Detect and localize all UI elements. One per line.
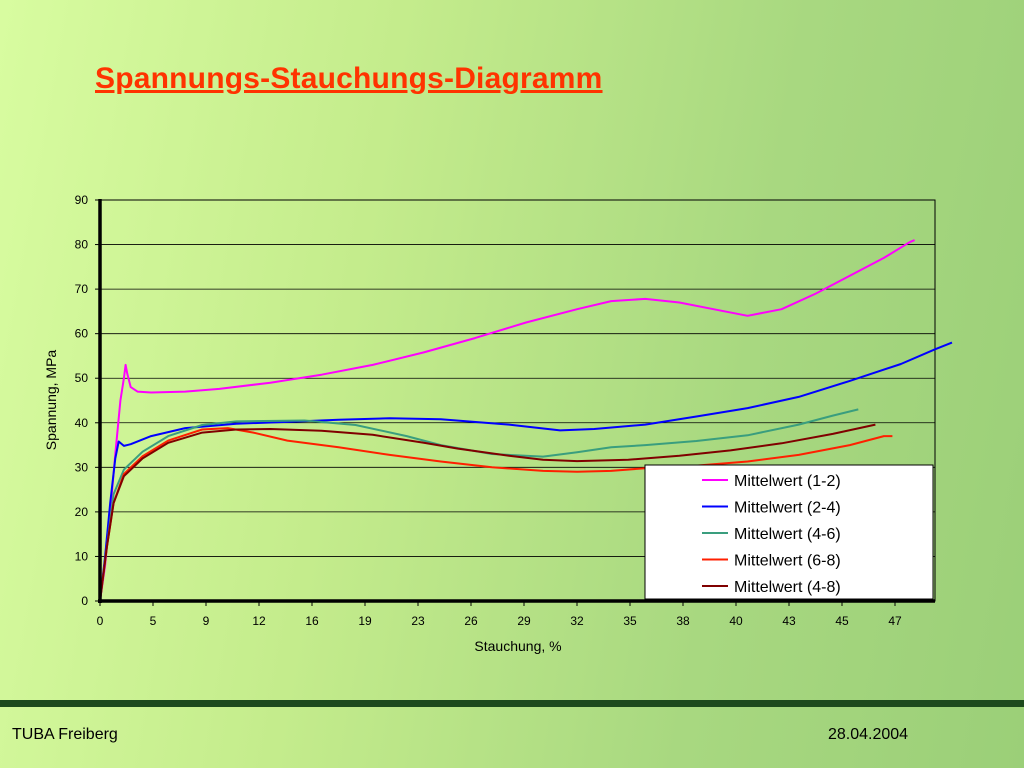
y-tick-labels: 0 10 20 30 40 50 60 70 80 90	[75, 193, 89, 608]
legend-entry: Mittelwert (4-8)	[734, 579, 841, 596]
footer-date: 28.04.2004	[828, 726, 909, 743]
x-tick-label: 47	[888, 614, 902, 628]
y-axis-label: Spannung, MPa	[43, 350, 59, 451]
series-line	[99, 239, 915, 602]
y-tick-label: 90	[75, 193, 89, 207]
legend-entry: Mittelwert (1-2)	[734, 473, 841, 490]
series-line	[99, 427, 893, 602]
x-tick-labels: 0 5 9 12 16 19 23 26 29 32 35 38 40 43 45 47	[97, 614, 902, 628]
x-tick-label: 9	[203, 614, 210, 628]
legend-entry: Mittelwert (4-6)	[734, 526, 841, 543]
x-tick-label: 26	[464, 614, 478, 628]
x-tick-label: 23	[411, 614, 425, 628]
x-tick-label: 19	[358, 614, 372, 628]
slide-title: Spannungs-Stauchungs-Diagramm	[95, 62, 603, 95]
x-tick-label: 32	[570, 614, 584, 628]
stress-strain-chart: 0 10 20 30 40 50 60 70 80 90 0 5 9 12 16 19 23 26 29 32 35 3…	[43, 193, 953, 654]
series-line	[99, 408, 859, 602]
x-tick-label: 40	[729, 614, 743, 628]
x-tick-label: 16	[305, 614, 319, 628]
y-tick-label: 70	[75, 282, 89, 296]
y-tick-label: 10	[75, 549, 89, 563]
legend-entry: Mittelwert (6-8)	[734, 553, 841, 570]
y-tick-label: 60	[75, 327, 89, 341]
legend-box	[644, 464, 934, 600]
series-line	[99, 341, 953, 602]
x-axis-label: Stauchung, %	[474, 638, 561, 654]
footer-divider	[0, 700, 1024, 707]
x-tick-label: 45	[835, 614, 849, 628]
footer-organization: TUBA Freiberg	[12, 726, 118, 743]
x-tick-label: 12	[252, 614, 266, 628]
y-tick-label: 20	[75, 505, 89, 519]
series-layer	[99, 239, 953, 602]
x-tick-label: 35	[623, 614, 637, 628]
series-line	[99, 423, 876, 602]
y-tick-label: 80	[75, 238, 89, 252]
x-tick-label: 38	[676, 614, 690, 628]
x-tick-label: 0	[97, 614, 104, 628]
y-tick-label: 40	[75, 416, 89, 430]
x-tick-label: 29	[517, 614, 531, 628]
x-tick-label: 5	[150, 614, 157, 628]
y-tick-label: 0	[81, 594, 88, 608]
axes	[95, 199, 935, 606]
x-tick-label: 43	[782, 614, 796, 628]
y-tick-label: 30	[75, 460, 89, 474]
legend: Mittelwert (1-2) Mittelwert (2-4) Mittelwe…	[644, 464, 934, 600]
y-tick-label: 50	[75, 371, 89, 385]
legend-entry: Mittelwert (2-4)	[734, 500, 841, 517]
